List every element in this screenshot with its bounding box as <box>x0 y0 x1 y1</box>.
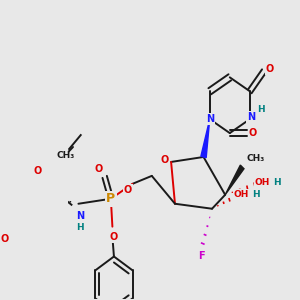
Text: CH₃: CH₃ <box>246 154 264 164</box>
Text: O: O <box>124 185 132 195</box>
Text: O: O <box>1 234 9 244</box>
Text: H: H <box>273 178 281 187</box>
Text: N: N <box>247 112 256 122</box>
Text: OH: OH <box>234 190 249 199</box>
Text: N: N <box>206 114 214 124</box>
Text: H: H <box>257 105 265 114</box>
Text: O: O <box>110 232 118 242</box>
Text: F: F <box>198 250 205 260</box>
Text: H: H <box>252 190 260 199</box>
Text: O: O <box>94 164 103 174</box>
Polygon shape <box>201 119 210 158</box>
Text: O: O <box>249 128 257 138</box>
Text: N: N <box>76 211 84 221</box>
Text: H: H <box>76 223 84 232</box>
Polygon shape <box>225 165 244 195</box>
Text: P: P <box>106 192 116 205</box>
Text: CH₃: CH₃ <box>57 152 75 160</box>
Text: OH: OH <box>255 178 270 187</box>
Text: O: O <box>266 64 274 74</box>
Text: O: O <box>33 166 42 176</box>
Text: O: O <box>161 155 169 165</box>
